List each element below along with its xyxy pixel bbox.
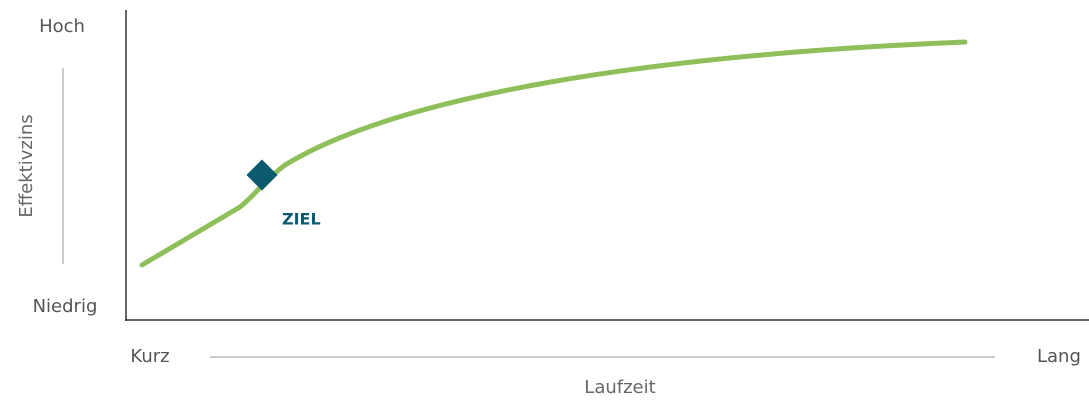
y-axis-title: Effektivzins: [16, 114, 37, 217]
y-top-label: Hoch: [39, 16, 85, 37]
y-bottom-label: Niedrig: [33, 296, 98, 317]
target-label: ZIEL: [282, 210, 321, 229]
x-left-label: Kurz: [130, 346, 169, 367]
x-axis-title: Laufzeit: [584, 377, 655, 398]
target-marker: [246, 159, 278, 191]
yield-curve: [139, 39, 968, 268]
x-right-label: Lang: [1037, 346, 1081, 367]
